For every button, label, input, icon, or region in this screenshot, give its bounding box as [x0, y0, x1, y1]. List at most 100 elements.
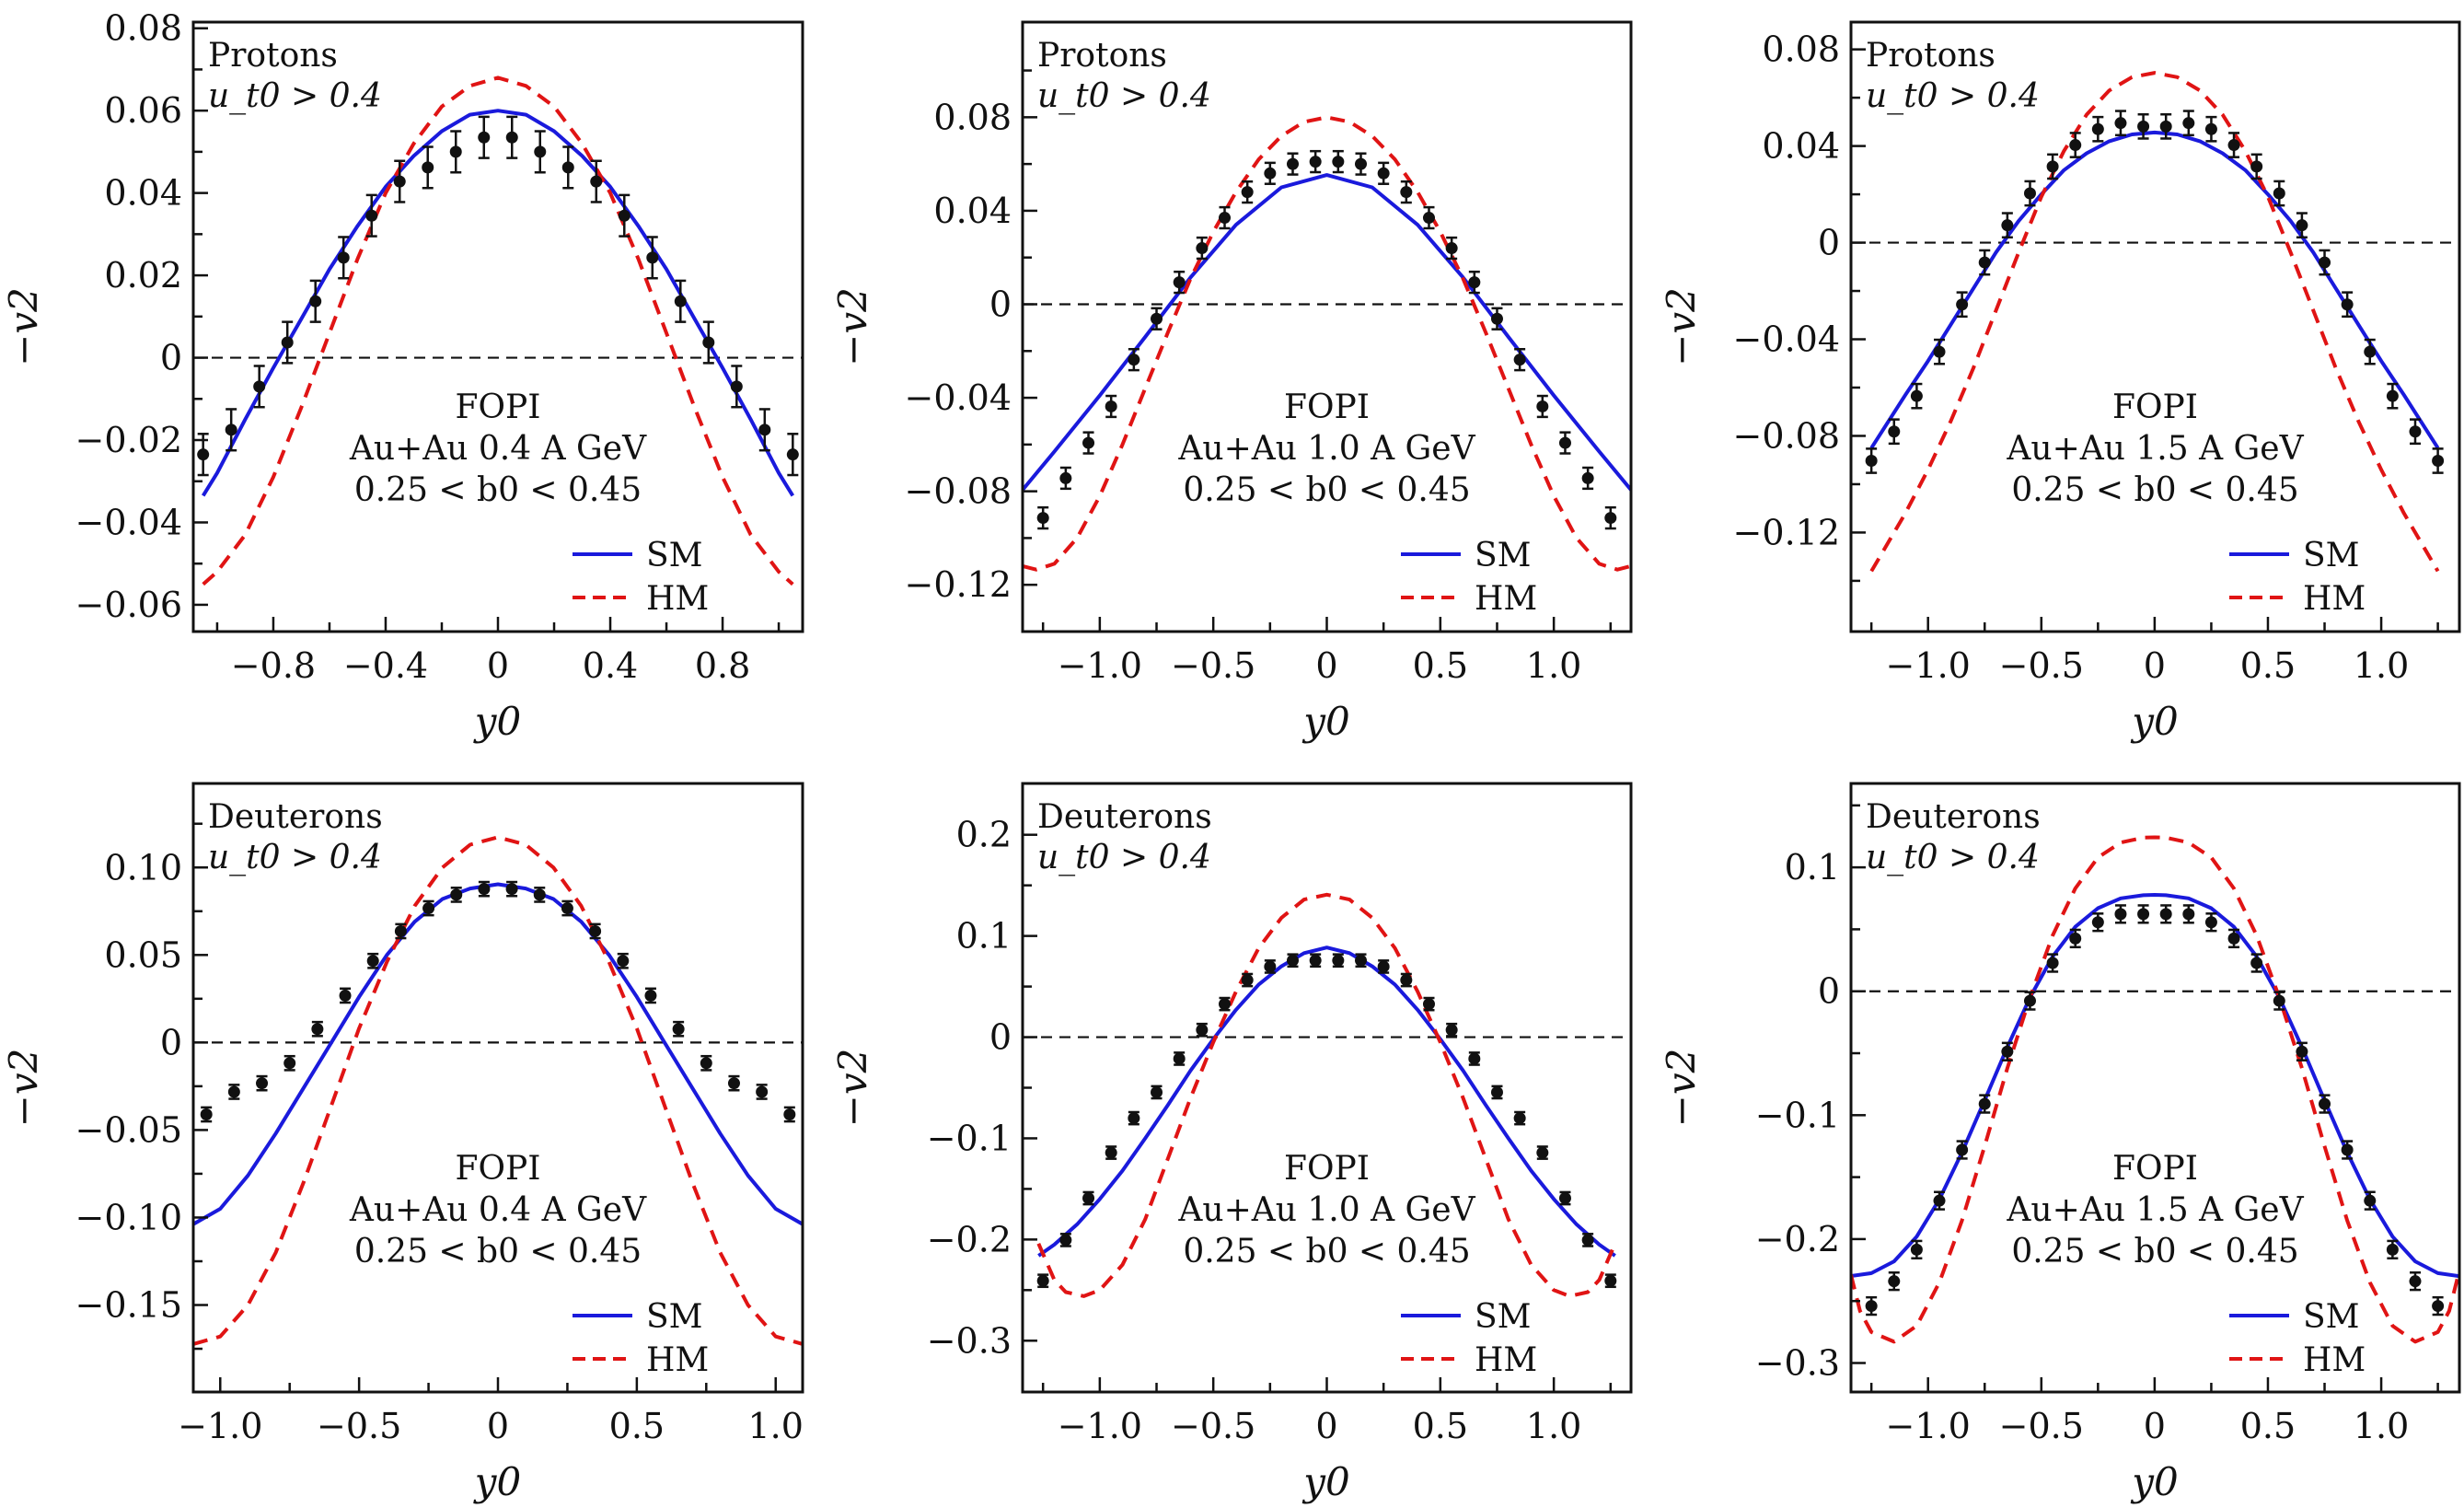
data-point	[1978, 1094, 1991, 1114]
series-line-sm	[1869, 130, 2440, 449]
data-point	[1309, 953, 1322, 969]
data-marker	[2364, 1194, 2377, 1207]
data-point	[1468, 270, 1481, 295]
data-marker	[422, 902, 435, 915]
data-point	[561, 145, 574, 190]
data-points	[197, 115, 799, 477]
data-point	[422, 899, 435, 917]
data-point	[646, 236, 659, 280]
data-point	[2296, 212, 2308, 239]
x-tick-label: −0.4	[343, 645, 428, 686]
data-point	[786, 433, 799, 477]
particle-label: Protons	[1037, 37, 1167, 75]
data-marker	[534, 145, 547, 158]
data-point	[1956, 291, 1969, 319]
data-marker	[1128, 354, 1140, 366]
data-marker	[478, 131, 491, 144]
data-point	[281, 320, 294, 365]
data-marker	[2409, 1275, 2422, 1288]
centrality-label: 0.25 < b0 < 0.45	[1183, 471, 1470, 509]
x-tick-label: −0.5	[1171, 645, 1255, 686]
data-marker	[1196, 242, 1209, 255]
data-marker	[256, 1077, 269, 1090]
x-tick-label: 0	[487, 645, 509, 686]
data-point	[1445, 236, 1458, 261]
data-point	[2159, 112, 2172, 140]
series-line-hm	[202, 75, 794, 586]
data-point	[1173, 1051, 1186, 1066]
data-marker	[2364, 345, 2377, 358]
legend-label-sm: SM	[1475, 1298, 1532, 1336]
data-marker	[2001, 219, 2014, 232]
centrality-label: 0.25 < b0 < 0.45	[2011, 1233, 2298, 1270]
data-point	[756, 1084, 769, 1100]
data-point	[1536, 1145, 1549, 1160]
series-line-hm	[1869, 71, 2440, 573]
data-point	[1377, 959, 1390, 974]
data-marker	[702, 336, 715, 349]
x-tick-label: 0.8	[695, 645, 750, 686]
data-marker	[1105, 400, 1117, 412]
data-marker	[337, 251, 350, 264]
data-marker	[1241, 974, 1254, 987]
y-tick-label: −0.10	[75, 1197, 182, 1237]
legend-label-sm: SM	[1475, 537, 1532, 574]
experiment-label: FOPI	[1284, 1150, 1370, 1188]
x-axis-title: y0	[2130, 1459, 2178, 1504]
data-marker	[1888, 425, 1901, 438]
data-marker	[1287, 157, 1300, 170]
data-marker	[1888, 1275, 1901, 1288]
data-marker	[2227, 139, 2240, 152]
plot-area	[197, 75, 799, 586]
cut-label: u_t0 > 0.4	[1866, 77, 2040, 115]
data-point	[200, 1106, 213, 1123]
data-point	[2432, 1295, 2445, 1317]
y-axis-title: −v2	[1659, 1049, 1704, 1128]
x-axis-title: y0	[1301, 1459, 1349, 1504]
data-marker	[1581, 1234, 1594, 1247]
data-point	[339, 987, 352, 1004]
data-point	[1377, 161, 1390, 185]
data-marker	[1468, 276, 1481, 289]
data-points	[1036, 953, 1617, 1289]
x-tick-label: 0	[2144, 645, 2166, 686]
legend-label-hm: HM	[2303, 580, 2366, 618]
data-marker	[590, 175, 603, 188]
centrality-label: 0.25 < b0 < 0.45	[354, 1233, 642, 1270]
data-point	[2023, 991, 2036, 1011]
data-point	[1445, 1022, 1458, 1038]
data-marker	[700, 1057, 712, 1070]
data-point	[1933, 338, 1946, 365]
data-marker	[1536, 1146, 1549, 1159]
y-tick-label: −0.2	[927, 1219, 1012, 1259]
data-point	[2432, 447, 2445, 474]
y-tick-label: −0.04	[75, 502, 182, 542]
data-marker	[393, 175, 406, 188]
y-tick-label: −0.1	[927, 1118, 1012, 1158]
data-marker	[2204, 916, 2217, 929]
data-marker	[2114, 117, 2127, 130]
data-point	[1128, 348, 1140, 372]
data-marker	[366, 955, 379, 968]
y-axis-title: −v2	[830, 1049, 875, 1128]
data-marker	[1354, 157, 1367, 170]
data-point	[337, 236, 350, 280]
data-point	[227, 1084, 240, 1100]
data-marker	[1956, 298, 1969, 311]
series-line-hm	[193, 835, 803, 1346]
series-line-hm	[1036, 892, 1617, 1298]
data-marker	[1377, 167, 1390, 180]
y-tick-label: −0.12	[1733, 512, 1840, 552]
data-point	[1219, 996, 1232, 1012]
legend-label-sm: SM	[2303, 537, 2360, 574]
data-marker	[478, 883, 491, 896]
particle-label: Protons	[1866, 37, 1995, 75]
data-point	[672, 1020, 685, 1038]
data-marker	[1910, 1243, 1923, 1256]
data-point	[478, 115, 491, 159]
data-point	[590, 159, 603, 203]
x-tick-label: −1.0	[1886, 1406, 1971, 1446]
data-marker	[1309, 156, 1322, 168]
data-marker	[1910, 389, 1923, 402]
